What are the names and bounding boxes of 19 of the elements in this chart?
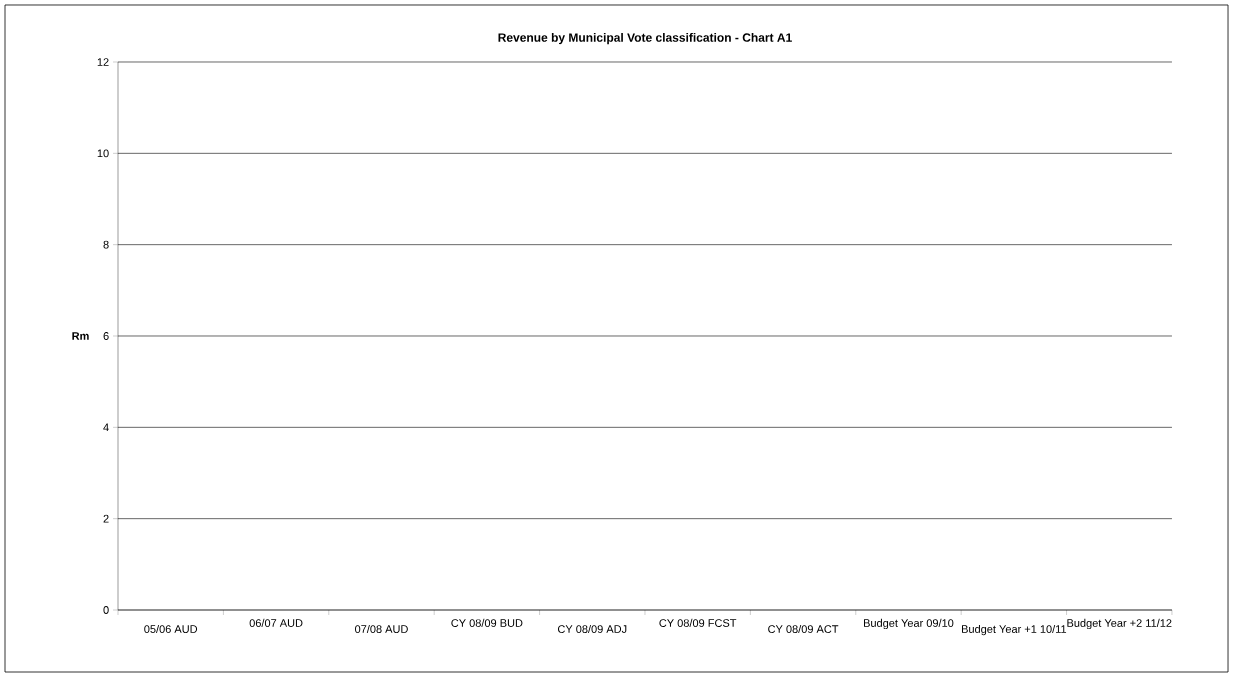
x-tick-label: Budget Year +1 10/11 [962, 624, 1067, 636]
x-tick-label: CY 08/09 ACT [768, 624, 839, 633]
x-tick-label: 06/07 AUD [249, 618, 303, 627]
x-tick-label: CY 08/09 ADJ [557, 624, 627, 633]
y-tick-label: 4 [103, 423, 109, 432]
x-tick-label: 05/06 AUD [144, 624, 198, 633]
chart-title: Revenue by Municipal Vote classification - Chart A1 [498, 32, 792, 45]
y-tick-label: 10 [97, 149, 109, 158]
y-tick-label: 2 [103, 514, 109, 523]
x-tick-label: 07/08 AUD [355, 624, 408, 633]
x-tick-label: CY 08/09 FCST [659, 618, 737, 627]
y-axis-title: Rm [72, 332, 89, 340]
x-tick-label: CY 08/09 BUD [451, 618, 523, 627]
y-tick-label: 8 [103, 240, 109, 249]
y-tick-label: 6 [103, 332, 109, 340]
x-tick-label: Budget Year +2 11/12 [1067, 618, 1172, 630]
y-tick-label: 0 [103, 606, 109, 614]
x-tick-label: Budget Year 09/10 [864, 618, 954, 630]
y-tick-label: 12 [97, 58, 109, 66]
